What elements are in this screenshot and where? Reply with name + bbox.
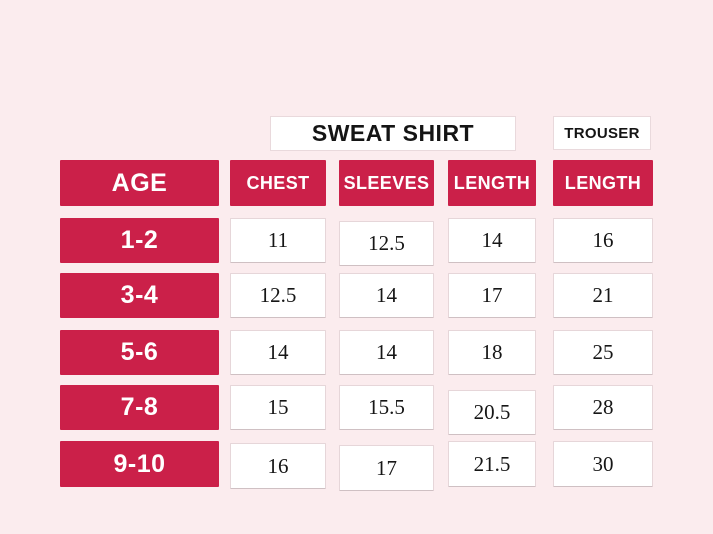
sweatshirt-group-label: SWEAT SHIRT	[270, 116, 516, 151]
age-cell: 3-4	[60, 273, 219, 318]
value-cell: 14	[339, 330, 434, 375]
value-cell: 30	[553, 441, 653, 487]
value-cell: 14	[448, 218, 536, 263]
value-cell: 11	[230, 218, 326, 263]
col-header-length-shirt: LENGTH	[448, 160, 536, 206]
value-cell: 14	[230, 330, 326, 375]
value-cell: 14	[339, 273, 434, 318]
value-cell: 20.5	[448, 390, 536, 435]
col-header-age: AGE	[60, 160, 219, 206]
age-cell: 1-2	[60, 218, 219, 263]
age-cell: 5-6	[60, 330, 219, 375]
col-header-chest: CHEST	[230, 160, 326, 206]
value-cell: 21	[553, 273, 653, 318]
trouser-group-label: TROUSER	[553, 116, 651, 150]
value-cell: 15.5	[339, 385, 434, 430]
value-cell: 18	[448, 330, 536, 375]
col-header-sleeves: SLEEVES	[339, 160, 434, 206]
value-cell: 16	[230, 443, 326, 489]
value-cell: 21.5	[448, 441, 536, 487]
value-cell: 12.5	[339, 221, 434, 266]
value-cell: 17	[448, 273, 536, 318]
value-cell: 16	[553, 218, 653, 263]
value-cell: 28	[553, 385, 653, 430]
value-cell: 15	[230, 385, 326, 430]
value-cell: 25	[553, 330, 653, 375]
value-cell: 17	[339, 445, 434, 491]
age-cell: 7-8	[60, 385, 219, 430]
age-cell: 9-10	[60, 441, 219, 487]
col-header-length-trouser: LENGTH	[553, 160, 653, 206]
value-cell: 12.5	[230, 273, 326, 318]
